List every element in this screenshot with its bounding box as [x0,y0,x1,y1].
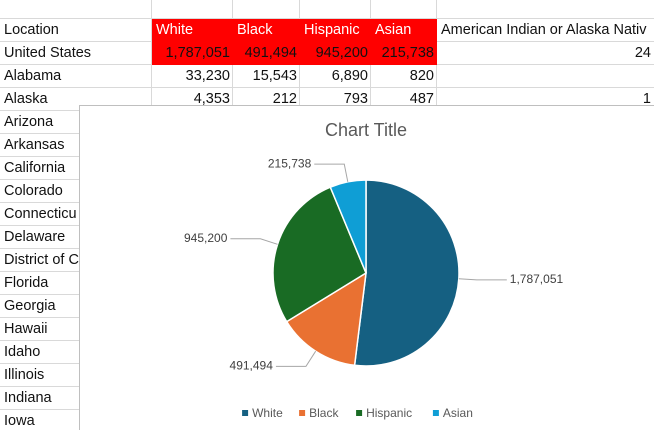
row-label: Colorado [4,183,63,199]
header-cell: Location [4,22,59,38]
row-line [0,18,654,19]
legend-swatch [242,410,249,416]
legend-swatch [356,410,363,416]
legend-label: Hispanic [366,406,412,420]
row-label: Florida [4,275,49,291]
legend-label: White [252,406,283,420]
row-label: California [4,160,66,176]
chart-object[interactable]: Chart Title 1,787,051 491,494 945,200 215,7… [79,105,654,430]
data-label: 1,787,051 [510,272,564,286]
row-label: Hawaii [4,321,48,337]
data-cell: 1,787,051 [152,42,233,65]
data-cell: 4,353 [193,91,230,107]
row-label: United States [4,45,92,61]
row-label: Arizona [4,114,54,130]
row-label: Alaska [4,91,48,107]
data-label: 215,738 [268,156,312,170]
legend-swatch [432,410,439,416]
header-cell: Asian [371,19,437,42]
data-cell: 215,738 [371,42,437,65]
leader-line [230,238,278,245]
data-cell: 212 [272,91,297,107]
header-cell: Black [233,19,300,42]
header-cell: Hispanic [300,19,371,42]
data-cell: 33,230 [185,68,230,84]
data-label: 491,494 [230,359,274,373]
data-cell: 1 [642,91,651,107]
data-cell: 15,543 [252,68,297,84]
row-label: Georgia [4,298,56,314]
data-cell: 491,494 [233,42,300,65]
pie-chart: Chart Title 1,787,051 491,494 945,200 215,7… [184,120,564,420]
data-cell: 945,200 [300,42,371,65]
leader-line [458,278,507,281]
row-label: Idaho [4,344,41,360]
legend-label: Asian [443,406,473,420]
pie-slice [329,179,367,274]
row-label: Illinois [4,367,45,383]
leader-line [275,350,317,367]
legend-label: Black [309,406,339,420]
header-cell: American Indian or Alaska Nativ [441,22,647,38]
row-label: Alabama [4,68,62,84]
row-label: District of C [4,252,79,268]
header-cell: White [152,19,233,42]
row-label: Indiana [4,390,52,406]
row-label: Iowa [4,413,35,429]
row-label: Delaware [4,229,66,245]
legend-swatch [299,410,306,416]
pie-slice [285,271,367,367]
data-cell: 6,890 [331,68,368,84]
pie-slice [353,179,460,367]
row-line [0,87,654,88]
data-cell: 820 [409,68,434,84]
data-cell: 793 [343,91,368,107]
row-label: Arkansas [4,137,65,153]
chart-title: Chart Title [325,120,407,140]
data-label: 945,200 [184,231,228,245]
data-cell: 487 [409,91,434,107]
row-label: Connecticu [4,206,77,222]
data-cell: 24 [634,45,651,61]
leader-line [314,163,349,182]
